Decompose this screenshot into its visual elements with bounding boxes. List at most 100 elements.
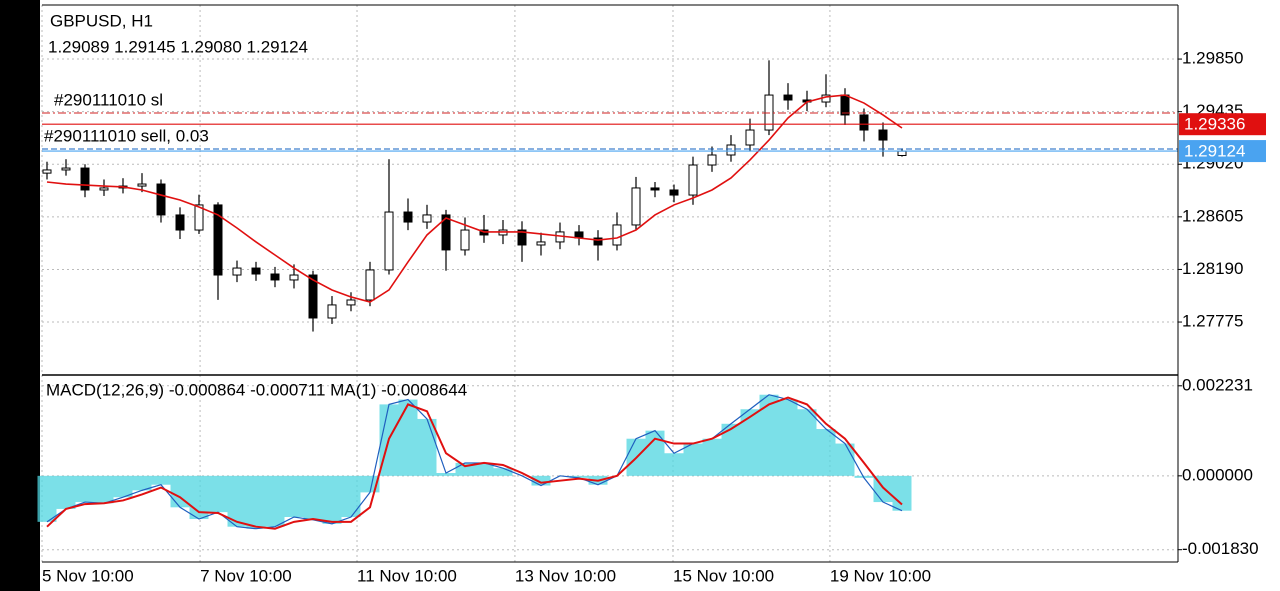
candle-body: [764, 94, 774, 131]
signal-line: [46, 396, 903, 530]
histogram-bar: [778, 399, 798, 476]
candle-body: [403, 211, 413, 223]
histogram-bar: [398, 399, 418, 476]
candle-body: [517, 229, 527, 246]
candle-body: [422, 214, 432, 223]
histogram-bar: [683, 443, 703, 476]
ohlc-label: 1.29089 1.29145 1.29080 1.29124: [48, 37, 308, 56]
grid: [41, 5, 1182, 562]
x-tick-label: 15 Nov 10:00: [673, 566, 774, 585]
candle-body: [80, 167, 90, 191]
histogram-bar: [303, 475, 323, 520]
histogram-bar: [569, 475, 589, 478]
histogram-bar: [265, 475, 285, 527]
histogram-bar: [436, 473, 456, 476]
ask-badge: [1179, 113, 1266, 136]
histogram-bar: [56, 475, 76, 509]
candle-body: [137, 183, 147, 187]
candle-body: [232, 267, 242, 276]
histogram-bar: [284, 475, 304, 518]
candle-body: [327, 304, 337, 319]
candle-body: [365, 269, 375, 301]
histogram-bar: [645, 430, 665, 476]
moving-average: [46, 94, 903, 303]
histogram-bar: [797, 409, 817, 476]
candle-body: [612, 224, 622, 246]
candle-body: [384, 211, 394, 271]
candle-body: [42, 169, 52, 174]
candle-body: [61, 167, 71, 171]
x-tick-label: 11 Nov 10:00: [357, 566, 457, 585]
histogram-bar: [740, 409, 760, 476]
histogram-bar: [132, 475, 152, 491]
histogram-bar: [759, 394, 779, 476]
candle-body: [460, 229, 470, 251]
candle-body: [669, 189, 679, 196]
candle-body: [688, 164, 698, 196]
histogram-bar: [246, 475, 266, 529]
candle-body: [441, 214, 451, 251]
histogram-bar: [75, 475, 95, 503]
candle-body: [251, 267, 261, 275]
x-tick-label: 5 Nov 10:00: [42, 566, 134, 585]
candle-body: [650, 187, 660, 191]
candle-body: [840, 94, 850, 116]
candle-body: [783, 94, 793, 101]
candle-body: [726, 144, 736, 156]
histogram-bar: [721, 423, 741, 476]
histogram-bar: [208, 475, 228, 513]
candle-body: [156, 183, 166, 216]
y-tick-label: 1.27775: [1182, 312, 1243, 331]
marks: [37, 60, 1178, 530]
candle-body: [99, 187, 109, 191]
y-tick-label: 1.28190: [1182, 259, 1243, 278]
candle-body: [270, 273, 280, 281]
histogram-bar: [702, 438, 722, 476]
histogram-bar: [94, 475, 114, 504]
x-tick-label: 13 Nov 10:00: [515, 566, 616, 585]
candle-body: [536, 241, 546, 246]
x-tick-label: 7 Nov 10:00: [200, 566, 292, 585]
histogram-bar: [227, 475, 247, 527]
candle-body: [593, 237, 603, 246]
candle-body: [878, 129, 888, 141]
histogram-bar: [664, 453, 684, 476]
histogram-bar: [474, 462, 494, 476]
candle-body: [897, 150, 907, 157]
candle-body: [707, 154, 717, 166]
candle-body: [631, 187, 641, 226]
histogram-bar: [170, 475, 190, 508]
candle-body: [346, 299, 356, 306]
histogram-bar: [493, 468, 513, 476]
bid-label: 1.29124: [1184, 142, 1245, 161]
y-tick-label: 1.29850: [1182, 49, 1243, 68]
histogram-bar: [37, 475, 57, 522]
macd-line: [46, 394, 903, 530]
x-tick-label: 19 Nov 10:00: [830, 566, 931, 585]
histogram-bar: [341, 475, 361, 518]
ask-label: 1.29336: [1184, 115, 1245, 134]
histogram-bar: [531, 475, 551, 486]
y-tick-label: 1.28605: [1182, 206, 1243, 225]
candle-body: [213, 204, 223, 276]
y-tick-label: -0.001830: [1182, 539, 1259, 558]
bid-badge: [1179, 140, 1266, 163]
histogram-bar: [892, 475, 912, 511]
histogram-bar: [816, 429, 836, 476]
symbol-title: GBPUSD, H1: [50, 11, 153, 30]
histogram-bar: [113, 475, 133, 498]
labels: GBPUSD, H1 1.29089 1.29145 1.29080 1.291…: [46, 11, 467, 399]
candle-body: [859, 114, 869, 131]
histogram-bar: [322, 475, 342, 524]
order-label: #290111010 sl: [54, 91, 163, 110]
order-label: #290111010 sell, 0.03: [44, 127, 209, 146]
candle-body: [289, 274, 299, 281]
candle-body: [194, 204, 204, 231]
candle-body: [745, 129, 755, 146]
y-tick-label: 0.002231: [1182, 375, 1253, 394]
candle-body: [175, 214, 185, 231]
indicator-label: MACD(12,26,9) -0.000864 -0.000711 MA(1) …: [46, 380, 467, 399]
histogram-bar: [151, 475, 171, 485]
